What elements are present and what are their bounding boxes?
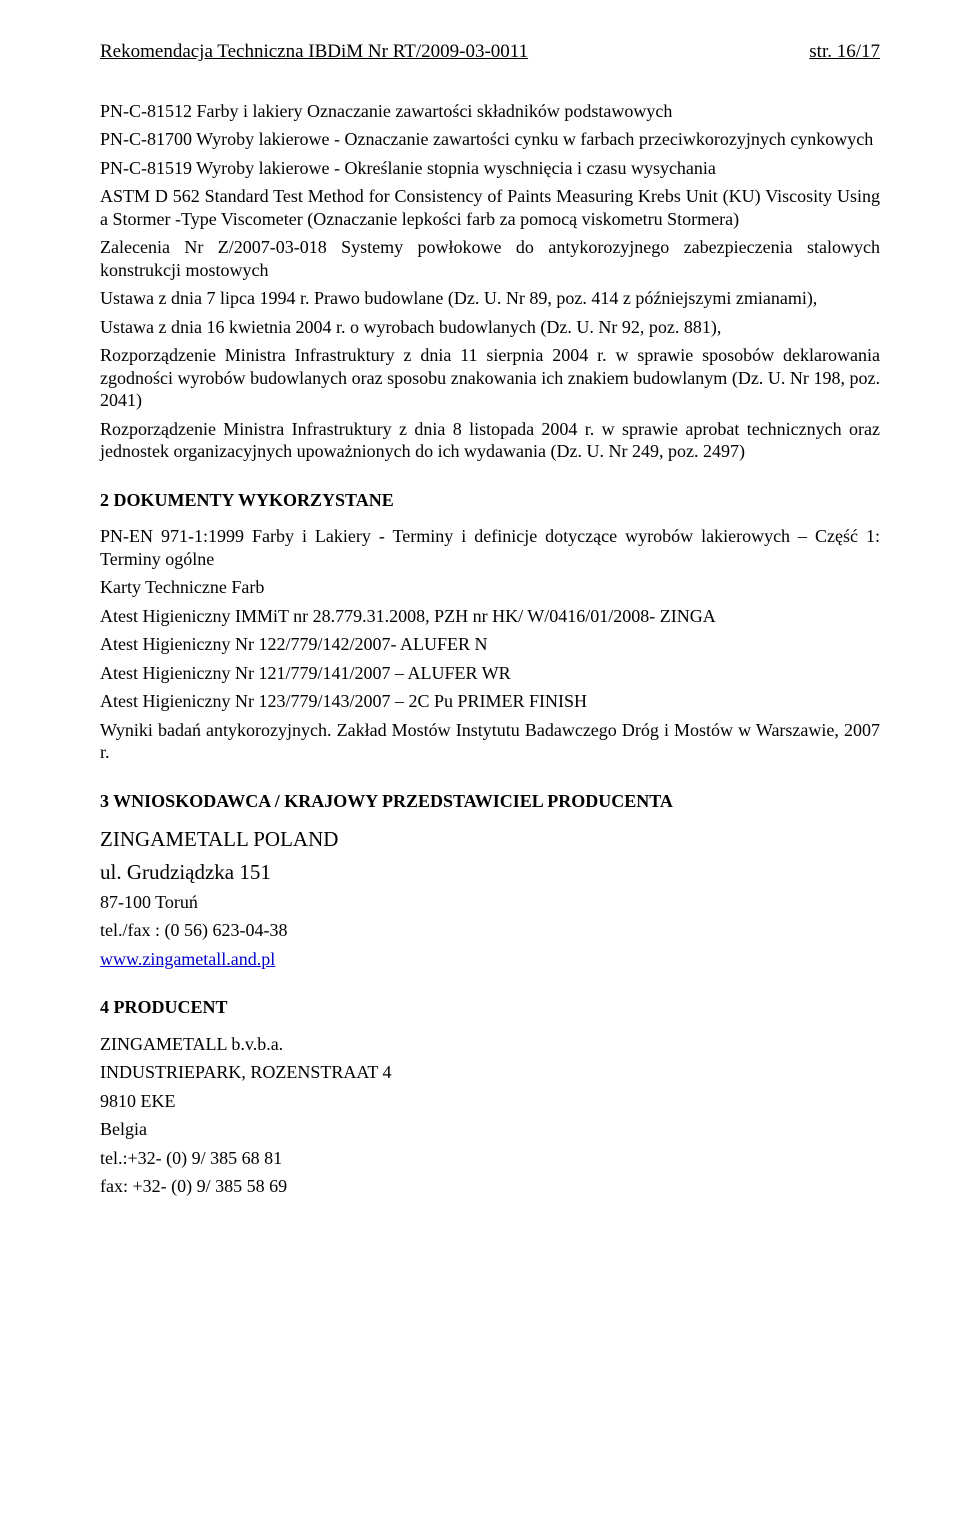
sec2-paragraph: Atest Higieniczny Nr 122/779/142/2007- A… (100, 633, 880, 656)
section-4-title: 4 PRODUCENT (100, 996, 880, 1019)
sec2-paragraph: Atest Higieniczny Nr 121/779/141/2007 – … (100, 662, 880, 685)
body-paragraph: Rozporządzenie Ministra Infrastruktury z… (100, 418, 880, 463)
header-left: Rekomendacja Techniczna IBDiM Nr RT/2009… (100, 40, 528, 64)
producer-city: 9810 EKE (100, 1090, 880, 1113)
applicant-name: ZINGAMETALL POLAND (100, 826, 880, 852)
producer-street: INDUSTRIEPARK, ROZENSTRAAT 4 (100, 1061, 880, 1084)
sec2-paragraph: PN-EN 971-1:1999 Farby i Lakiery - Termi… (100, 525, 880, 570)
body-paragraph: Rozporządzenie Ministra Infrastruktury z… (100, 344, 880, 412)
header-right: str. 16/17 (809, 40, 880, 64)
producer-country: Belgia (100, 1118, 880, 1141)
sec2-paragraph: Atest Higieniczny IMMiT nr 28.779.31.200… (100, 605, 880, 628)
section-2-title: 2 DOKUMENTY WYKORZYSTANE (100, 489, 880, 512)
applicant-link-wrapper: www.zingametall.and.pl (100, 948, 880, 971)
sec2-paragraph: Karty Techniczne Farb (100, 576, 880, 599)
body-paragraph: Ustawa z dnia 16 kwietnia 2004 r. o wyro… (100, 316, 880, 339)
sec2-paragraph: Atest Higieniczny Nr 123/779/143/2007 – … (100, 690, 880, 713)
body-paragraph: PN-C-81519 Wyroby lakierowe - Określanie… (100, 157, 880, 180)
body-paragraph: ASTM D 562 Standard Test Method for Cons… (100, 185, 880, 230)
section-3-title: 3 WNIOSKODAWCA / KRAJOWY PRZEDSTAWICIEL … (100, 790, 880, 813)
sec2-paragraph: Wyniki badań antykorozyjnych. Zakład Mos… (100, 719, 880, 764)
producer-name: ZINGAMETALL b.v.b.a. (100, 1033, 880, 1056)
applicant-city: 87-100 Toruń (100, 891, 880, 914)
body-paragraph: Ustawa z dnia 7 lipca 1994 r. Prawo budo… (100, 287, 880, 310)
applicant-street: ul. Grudziądzka 151 (100, 859, 880, 885)
body-paragraph: PN-C-81700 Wyroby lakierowe - Oznaczanie… (100, 128, 880, 151)
body-paragraph: PN-C-81512 Farby i lakiery Oznaczanie za… (100, 100, 880, 123)
page-header: Rekomendacja Techniczna IBDiM Nr RT/2009… (100, 40, 880, 64)
applicant-link[interactable]: www.zingametall.and.pl (100, 949, 275, 969)
body-paragraph: Zalecenia Nr Z/2007-03-018 Systemy powło… (100, 236, 880, 281)
producer-fax: fax: +32- (0) 9/ 385 58 69 (100, 1175, 880, 1198)
producer-tel: tel.:+32- (0) 9/ 385 68 81 (100, 1147, 880, 1170)
applicant-tel: tel./fax : (0 56) 623-04-38 (100, 919, 880, 942)
